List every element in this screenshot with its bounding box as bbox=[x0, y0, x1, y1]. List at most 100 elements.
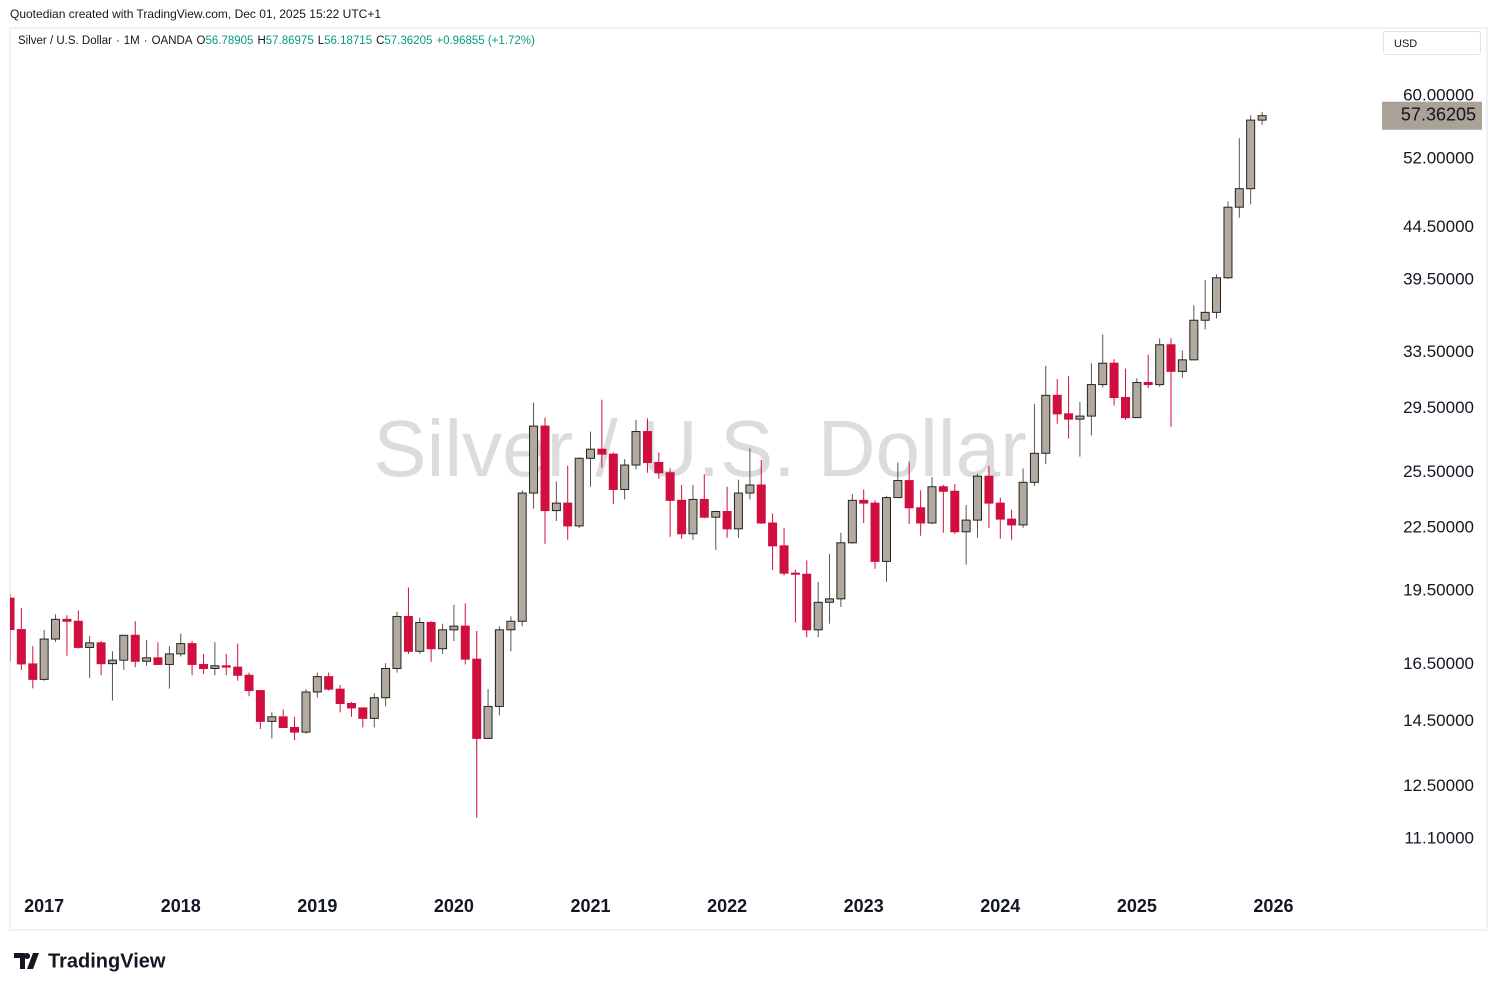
candle-body bbox=[961, 519, 971, 533]
candle-body bbox=[1132, 381, 1142, 419]
candle-body bbox=[711, 511, 721, 518]
currency-button[interactable]: USD bbox=[1383, 31, 1481, 55]
candle-body bbox=[893, 480, 903, 499]
change: +0.96855 (+1.72%) bbox=[436, 35, 535, 47]
candle-body bbox=[369, 697, 379, 719]
ohlc-value: 56.18715 bbox=[324, 35, 373, 47]
candle-body bbox=[312, 676, 322, 693]
candle-body bbox=[574, 457, 584, 527]
candle-body bbox=[392, 615, 402, 669]
candle-body bbox=[1052, 394, 1062, 415]
ohlc-value: 57.86975 bbox=[265, 35, 314, 47]
y-tick-label: 60.00000 bbox=[1403, 85, 1474, 104]
y-tick-label: 19.50000 bbox=[1403, 580, 1474, 599]
candle-body bbox=[1234, 188, 1244, 208]
candle-body bbox=[153, 657, 163, 665]
candle-body bbox=[768, 522, 778, 547]
x-tick-label: 2026 bbox=[1253, 896, 1293, 916]
candle-body bbox=[722, 511, 732, 530]
candle-body bbox=[677, 499, 687, 535]
candle-body bbox=[756, 484, 766, 524]
y-tick-label: 14.50000 bbox=[1403, 711, 1474, 730]
ohlc-prefix: O bbox=[196, 35, 206, 47]
candle-body bbox=[39, 638, 49, 680]
price-label: 57.36205 bbox=[1401, 104, 1476, 124]
ohlc-prefix: H bbox=[257, 35, 266, 47]
y-tick-label: 29.50000 bbox=[1403, 398, 1474, 417]
candle-body bbox=[1246, 119, 1256, 190]
candle-body bbox=[1166, 344, 1176, 372]
candle-body bbox=[1223, 206, 1233, 279]
candle-body bbox=[745, 484, 755, 494]
y-tick-label: 22.50000 bbox=[1403, 517, 1474, 536]
candle-body bbox=[699, 498, 709, 518]
candle-body bbox=[1257, 115, 1267, 121]
logo-icon bbox=[14, 953, 39, 969]
candle-body bbox=[733, 492, 743, 530]
candle-body bbox=[506, 620, 516, 631]
price-label-box bbox=[1382, 101, 1482, 130]
candle-body bbox=[1212, 277, 1222, 313]
candle-body bbox=[10, 597, 15, 631]
candle-body bbox=[301, 691, 311, 733]
candle-body bbox=[62, 618, 72, 622]
candle-body bbox=[995, 502, 1005, 520]
brand: TradingView bbox=[48, 950, 166, 972]
candle-body bbox=[176, 643, 186, 655]
candle-body bbox=[335, 688, 345, 705]
candle-body bbox=[779, 545, 789, 574]
candle-body bbox=[1064, 413, 1074, 420]
candle-body bbox=[255, 690, 265, 722]
candle-body bbox=[221, 665, 231, 668]
candle-body bbox=[164, 653, 174, 665]
x-tick-label: 2021 bbox=[570, 896, 610, 916]
candle-body bbox=[346, 703, 356, 709]
candle-body bbox=[870, 502, 880, 562]
candle-body bbox=[540, 425, 550, 512]
x-tick-label: 2022 bbox=[707, 896, 747, 916]
candle-body bbox=[483, 705, 493, 739]
ohlc-prefix: L bbox=[317, 35, 325, 47]
x-tick-label: 2018 bbox=[161, 896, 201, 916]
candle-body bbox=[517, 492, 527, 622]
candle-body bbox=[494, 629, 504, 707]
candle-body bbox=[381, 667, 391, 699]
candle-body bbox=[1109, 362, 1119, 399]
candle-body bbox=[278, 716, 288, 728]
candle-body bbox=[50, 618, 60, 640]
candle-body bbox=[1075, 415, 1085, 420]
x-tick-label: 2020 bbox=[434, 896, 474, 916]
candle-body bbox=[73, 620, 83, 648]
candle-body bbox=[96, 642, 106, 665]
candle-body bbox=[1018, 481, 1028, 526]
candle-body bbox=[847, 499, 857, 544]
y-tick-label: 33.50000 bbox=[1403, 342, 1474, 361]
candle-body bbox=[620, 464, 630, 490]
interval: 1M bbox=[123, 35, 140, 47]
candle-body bbox=[665, 472, 675, 501]
y-tick-label: 52.00000 bbox=[1403, 148, 1474, 167]
candle-body bbox=[449, 625, 459, 631]
candle-body bbox=[551, 502, 561, 512]
ohlc-value: 56.78905 bbox=[205, 35, 254, 47]
exchange: OANDA bbox=[151, 35, 193, 47]
candle-body bbox=[1155, 344, 1165, 386]
candle-body bbox=[1041, 394, 1051, 454]
candle-body bbox=[859, 499, 869, 504]
candle-body bbox=[16, 629, 26, 665]
candle-body bbox=[597, 448, 607, 455]
candle-body bbox=[904, 480, 914, 509]
candle-body bbox=[563, 502, 573, 527]
candle-body bbox=[825, 598, 835, 603]
candle-body bbox=[28, 663, 38, 680]
candle-body bbox=[403, 615, 413, 652]
ohlc-value: 57.36205 bbox=[384, 35, 433, 47]
candle-body bbox=[529, 425, 539, 494]
candle-body bbox=[984, 475, 994, 504]
candle-body bbox=[586, 448, 596, 459]
candle-body bbox=[187, 643, 197, 665]
candle-body bbox=[1007, 518, 1017, 526]
candle-body bbox=[199, 663, 209, 669]
candle-body bbox=[836, 542, 846, 600]
